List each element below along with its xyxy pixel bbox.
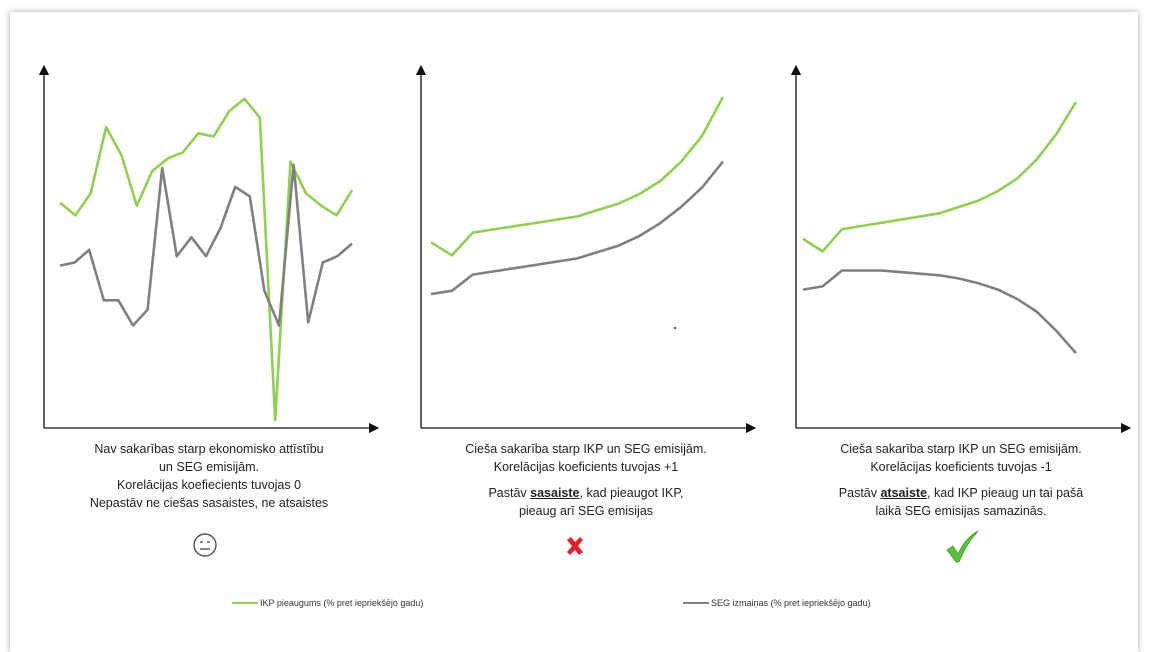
green-check-icon	[944, 530, 980, 569]
legend-ikp: IKP pieaugums (% pret iepriekšējo gadu)	[232, 598, 423, 608]
panel-2-axes	[415, 64, 757, 434]
legend-ikp-swatch	[232, 602, 258, 604]
caption-right: Cieša sakarība starp IKP un SEG emisijām…	[796, 440, 1126, 520]
panel-2-series-ikp-line	[430, 96, 725, 257]
caption-right-line2: Korelācijas koeficients tuvojas -1	[870, 460, 1052, 474]
stray-dot	[673, 326, 677, 330]
legend-ikp-label: IKP pieaugums (% pret iepriekšējo gadu)	[260, 598, 424, 608]
caption-middle-line3: Pastāv sasaiste, kad pieaugot IKP,	[488, 486, 684, 500]
caption-left-line3: Korelācijas koefiecients tuvojas 0	[116, 478, 302, 492]
caption-left-line1: Nav sakarības starp ekonomisko attīstību	[94, 442, 324, 456]
panel-3-series-ikp-line	[802, 101, 1078, 253]
caption-right-line4: laikā SEG emisijas samazinās.	[875, 504, 1047, 518]
atsaiste-term: atsaiste	[880, 486, 928, 500]
legend-seg-label: SEG izmaiņas (% pret iepriekšējo gadu)	[711, 598, 871, 608]
panel-1-series-seg-line	[59, 163, 353, 327]
caption-middle-line1: Cieša sakarība starp IKP un SEG emisijām…	[465, 442, 707, 456]
panel-1-axes	[38, 64, 380, 434]
caption-left: Nav sakarības starp ekonomisko attīstību…	[44, 440, 374, 512]
panel-1-series-ikp-line	[59, 97, 354, 422]
panel-2-series-seg-line	[430, 160, 725, 296]
caption-right-line1: Cieša sakarība starp IKP un SEG emisijām…	[840, 442, 1082, 456]
red-cross-icon	[563, 534, 587, 563]
sasaiste-term: sasaiste	[530, 486, 580, 500]
panel-3-axes	[790, 64, 1132, 434]
caption-left-line4: Nepastāv ne ciešas sasaistes, ne atsaist…	[89, 496, 329, 510]
caption-middle: Cieša sakarība starp IKP un SEG emisijām…	[421, 440, 751, 520]
panel-3-series-seg-line	[802, 269, 1077, 355]
caption-middle-line2: Korelācijas koeficients tuvojas +1	[493, 460, 679, 474]
caption-left-line2: un SEG emisijām.	[158, 460, 260, 474]
neutral-face-icon	[192, 532, 218, 563]
series-layer	[59, 96, 1078, 422]
caption-right-line3: Pastāv atsaiste, kad IKP pieaug un tai p…	[838, 486, 1084, 500]
legend-seg-swatch	[683, 602, 709, 604]
caption-middle-line4: pieaug arī SEG emisijas	[518, 504, 654, 518]
legend-seg: SEG izmaiņas (% pret iepriekšējo gadu)	[683, 598, 871, 608]
